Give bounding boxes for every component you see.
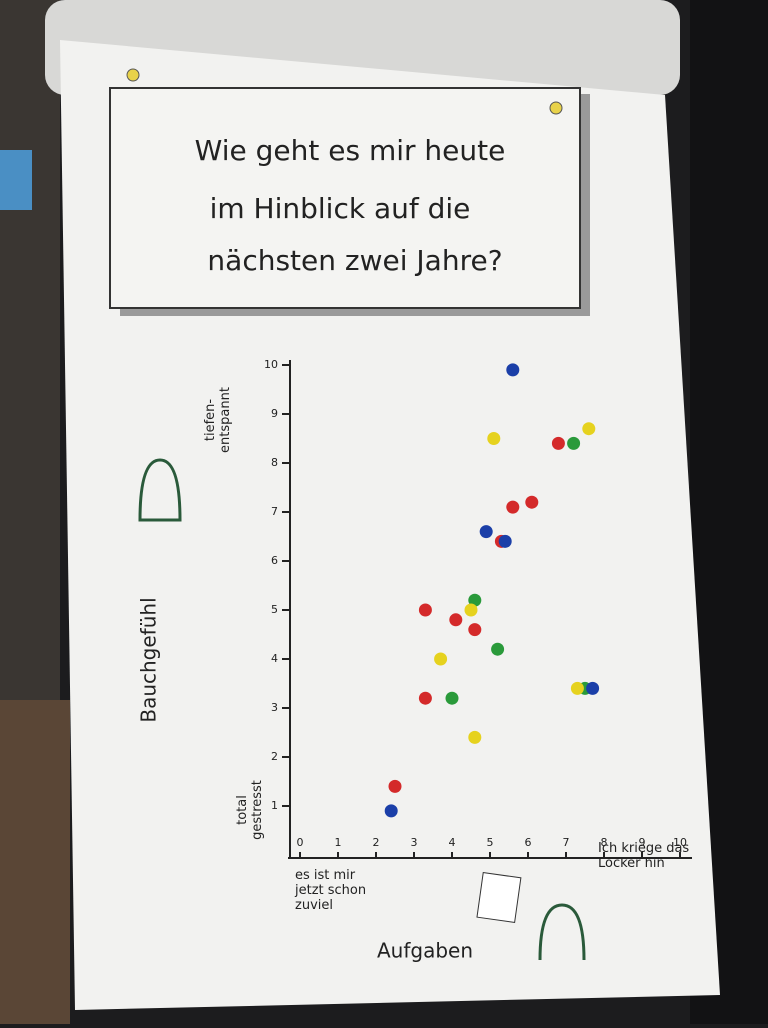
dot — [468, 593, 482, 607]
y-tick-label: 8 — [271, 456, 278, 469]
dot — [445, 691, 459, 705]
y-tick-label: 4 — [271, 652, 278, 665]
title-line: im Hinblick auf die — [210, 192, 471, 225]
y-tick-label: 9 — [271, 407, 278, 420]
x-tick-label: 7 — [563, 836, 570, 849]
x-tick-label: 6 — [525, 836, 532, 849]
dot — [384, 804, 398, 818]
dot — [418, 691, 432, 705]
annotation-line: Locker hin — [598, 856, 665, 871]
y-tick-label: 10 — [264, 358, 278, 371]
title-box — [109, 87, 581, 309]
pin — [126, 68, 140, 82]
dot — [567, 436, 581, 450]
x-tick-label: 1 — [335, 836, 342, 849]
annotation-line: gestresst — [250, 780, 265, 840]
dot — [479, 525, 493, 539]
x-tick-label: 9 — [639, 836, 646, 849]
y-tick-label: 3 — [271, 701, 278, 714]
dot — [491, 642, 505, 656]
dot — [498, 534, 512, 548]
y-tick-label: 6 — [271, 554, 278, 567]
annotation: totalgestresst — [235, 780, 265, 840]
person-icon — [538, 903, 586, 961]
y-tick-label: 5 — [271, 603, 278, 616]
dot — [434, 652, 448, 666]
dot — [525, 495, 539, 509]
annotation-line: Ich kriege das — [598, 841, 689, 856]
annotation-line: jetzt schon — [294, 883, 366, 898]
annotation: Ich kriege das Locker hin — [598, 841, 689, 871]
annotation-line: entspannt — [218, 387, 233, 453]
x-tick-label: 3 — [411, 836, 418, 849]
y-tick-label: 1 — [271, 799, 278, 812]
x-tick-label: 10 — [673, 836, 687, 849]
x-axis-label: Aufgaben — [377, 939, 473, 963]
annotation: tiefen-entspannt — [203, 387, 233, 453]
x-tick-label: 5 — [487, 836, 494, 849]
annotation-line: es ist mir — [295, 868, 356, 883]
title-line: nächsten zwei Jahre? — [207, 244, 502, 277]
annotation-line: zuviel — [295, 898, 333, 913]
x-tick-label: 2 — [373, 836, 380, 849]
dot — [582, 422, 596, 436]
dot — [418, 603, 432, 617]
x-tick-label: 4 — [449, 836, 456, 849]
dot — [506, 363, 520, 377]
clipboard-icon — [476, 872, 522, 923]
x-tick-label: 0 — [297, 836, 304, 849]
dot — [570, 681, 584, 695]
y-tick-label: 7 — [271, 505, 278, 518]
annotation: es ist mir jetzt schon zuviel — [294, 868, 366, 913]
annotation-line: tiefen- — [203, 399, 218, 442]
dot — [449, 613, 463, 627]
annotation-line: total — [235, 795, 250, 825]
dot — [487, 432, 501, 445]
dot — [468, 623, 482, 637]
background-table — [0, 700, 70, 1024]
person-icon — [138, 458, 182, 522]
title-line: Wie geht es mir heute — [195, 134, 506, 167]
dot — [468, 730, 482, 744]
dot — [586, 681, 600, 695]
dot — [464, 603, 478, 617]
y-tick-label: 2 — [271, 750, 278, 763]
dot — [506, 500, 520, 514]
background-screen — [0, 150, 32, 210]
dot — [551, 436, 565, 450]
x-tick-label: 8 — [601, 836, 608, 849]
dot — [388, 779, 402, 793]
pin — [549, 101, 563, 115]
y-axis-label: Bauchgefühl — [137, 597, 161, 722]
